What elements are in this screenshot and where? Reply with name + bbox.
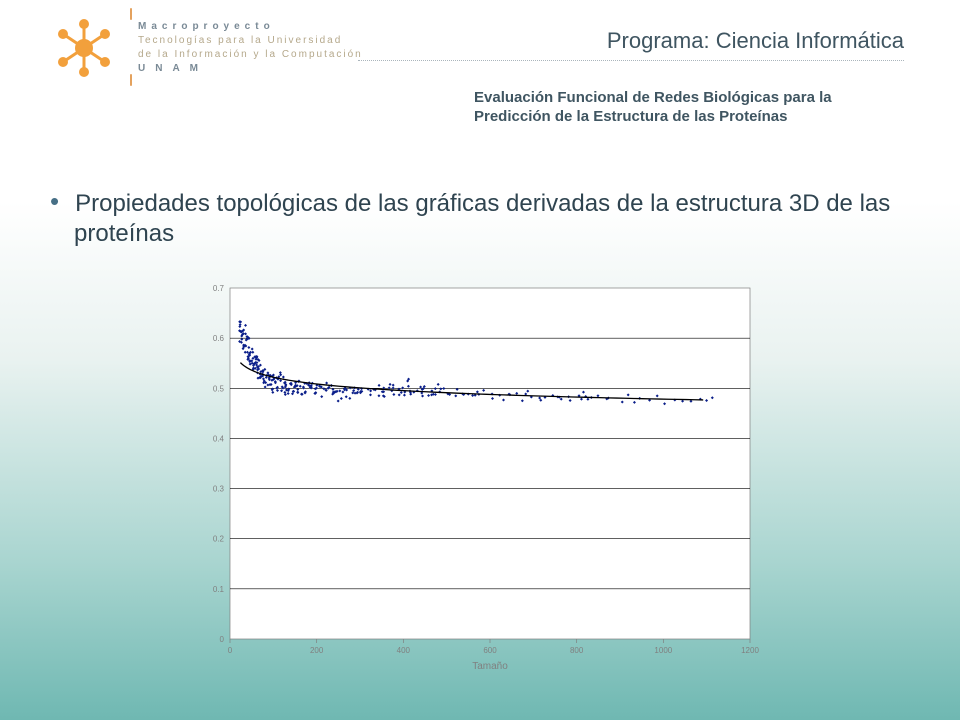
accent-bar	[130, 74, 132, 86]
svg-text:600: 600	[483, 646, 497, 655]
svg-text:0.1: 0.1	[213, 585, 225, 594]
svg-text:1200: 1200	[741, 646, 759, 655]
svg-text:0.5: 0.5	[213, 384, 225, 393]
svg-text:200: 200	[310, 646, 324, 655]
logo-text-1: Macroproyecto	[138, 20, 363, 34]
title-divider	[358, 59, 904, 61]
svg-text:800: 800	[570, 646, 584, 655]
svg-text:400: 400	[397, 646, 411, 655]
logo-text-2: Tecnologías para la Universidad	[138, 34, 363, 48]
logo-block: Macroproyecto Tecnologías para la Univer…	[50, 14, 363, 82]
logo-icon	[50, 14, 118, 82]
svg-text:0.7: 0.7	[213, 284, 225, 293]
svg-text:0.4: 0.4	[213, 434, 225, 443]
scatter-chart: 0 0.1 0.2 0.3 0.4 0.5 0.6 0.7 0 200 400 600 800 1000 1…	[192, 278, 762, 673]
slide-bullet: •Propiedades topológicas de las gráficas…	[74, 186, 900, 249]
program-title: Programa: Ciencia Informática	[607, 28, 904, 54]
svg-text:0: 0	[220, 635, 225, 644]
svg-text:Tamaño: Tamaño	[472, 661, 508, 672]
svg-text:0: 0	[228, 646, 233, 655]
svg-text:0.3: 0.3	[213, 485, 225, 494]
logo-text-4: UNAM	[138, 62, 363, 76]
logo-text-3: de la Información y la Computación	[138, 48, 363, 62]
bullet-text: Propiedades topológicas de las gráficas …	[74, 190, 890, 247]
svg-text:0.2: 0.2	[213, 535, 225, 544]
svg-text:0.6: 0.6	[213, 334, 225, 343]
svg-text:1000: 1000	[654, 646, 672, 655]
subtitle: Evaluación Funcional de Redes Biológicas…	[474, 88, 904, 126]
accent-bar	[130, 8, 132, 20]
